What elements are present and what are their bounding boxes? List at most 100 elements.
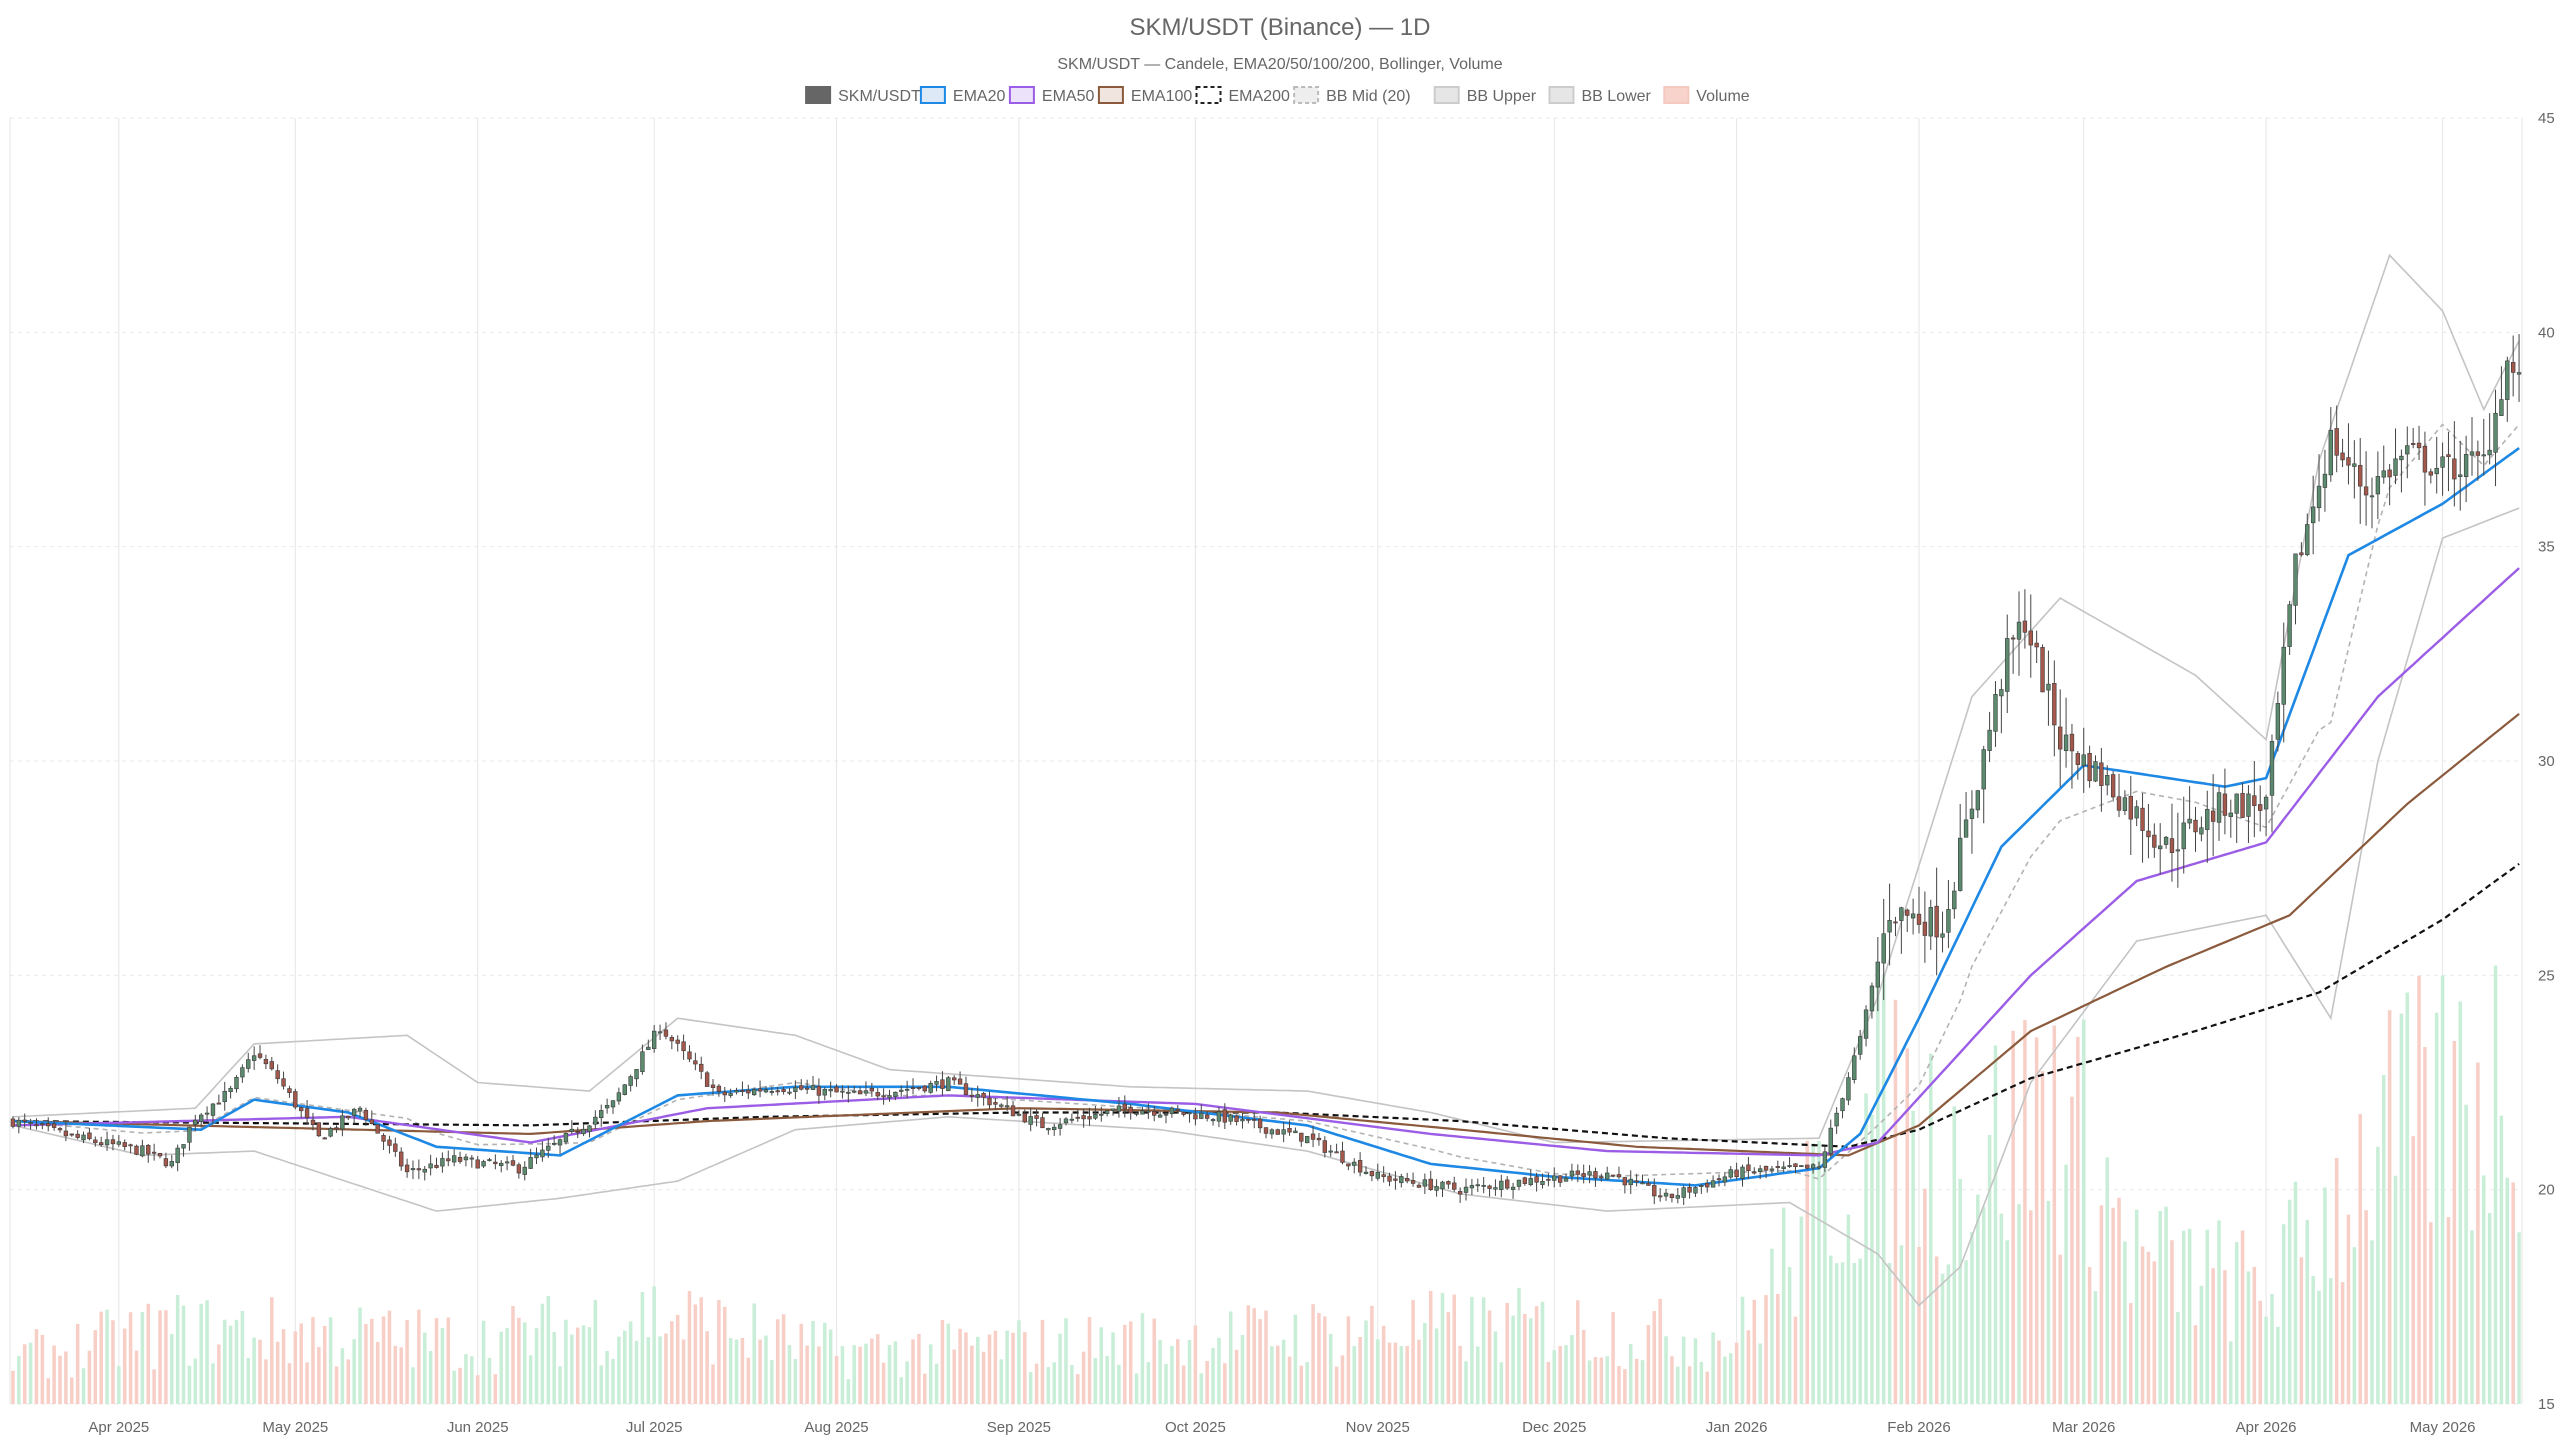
candle-body: [399, 1151, 404, 1167]
candle-body: [1299, 1132, 1304, 1142]
candle: [2499, 366, 2504, 416]
legend-item-8[interactable]: Volume: [1663, 86, 1750, 105]
volume-bar: [2064, 1164, 2068, 1404]
candle: [204, 1106, 210, 1121]
volume-bar: [634, 1340, 639, 1404]
candle-body: [734, 1090, 739, 1093]
volume-bar: [2293, 1181, 2298, 1404]
candle-body: [922, 1085, 927, 1092]
volume-bar: [1217, 1337, 1221, 1404]
legend-label: Volume: [1696, 88, 1749, 105]
candle-body: [1893, 921, 1898, 924]
candle-body: [2028, 630, 2033, 646]
candle: [328, 1126, 333, 1138]
candle-body: [1405, 1178, 1410, 1182]
candle-body: [1987, 729, 1992, 751]
candle: [1475, 1178, 1480, 1192]
volume-bar: [1823, 1165, 1827, 1404]
candle: [1446, 1180, 1451, 1189]
candle-body: [1746, 1164, 1751, 1171]
volume-bar: [1105, 1356, 1109, 1404]
volume-bar: [2076, 1036, 2080, 1404]
legend-swatch: [1293, 86, 1320, 104]
candle: [104, 1131, 110, 1151]
candle-body: [10, 1118, 16, 1127]
volume-bar: [1323, 1316, 1327, 1404]
candle-body: [2381, 470, 2386, 478]
candle: [2187, 786, 2192, 830]
candle-body: [1057, 1124, 1063, 1129]
candle-body: [1263, 1127, 1269, 1134]
volume-bar: [875, 1334, 880, 1404]
candle: [69, 1133, 74, 1137]
candle: [1275, 1128, 1280, 1135]
candle-body: [1457, 1191, 1463, 1195]
candle-body: [716, 1085, 722, 1092]
volume-bar: [1364, 1320, 1368, 1404]
volume-bar: [1417, 1339, 1421, 1404]
candle: [946, 1075, 951, 1092]
candle-body: [1646, 1182, 1651, 1186]
candle-body: [699, 1063, 704, 1072]
candle-body: [1357, 1160, 1363, 1173]
volume-bar: [17, 1356, 21, 1404]
candle-body: [2110, 774, 2116, 798]
legend-item-6[interactable]: BB Upper: [1433, 86, 1537, 105]
candle: [1634, 1173, 1639, 1187]
candle-body: [1587, 1171, 1592, 1176]
candle-body: [1593, 1171, 1598, 1179]
candle: [1828, 1119, 1833, 1158]
legend-label: BB Mid (20): [1326, 88, 1410, 105]
candle-body: [2346, 457, 2351, 466]
volume-bar: [1758, 1343, 1762, 1404]
volume-bar: [1828, 1255, 1833, 1404]
candle-body: [293, 1091, 298, 1108]
candle: [2310, 475, 2316, 555]
candle: [2393, 428, 2398, 485]
candle-body: [51, 1123, 57, 1128]
bb-lower-line: [12, 507, 2520, 1307]
candle: [2469, 417, 2475, 476]
candle: [1734, 1162, 1739, 1180]
candle-body: [822, 1088, 827, 1096]
volume-bar: [746, 1357, 751, 1404]
candle-body: [2128, 796, 2133, 820]
volume-bar: [1311, 1304, 1315, 1404]
legend-item-1[interactable]: EMA20: [919, 86, 1006, 105]
legend-item-3[interactable]: EMA100: [1097, 86, 1192, 105]
candle-body: [151, 1151, 157, 1154]
candle-body: [263, 1059, 269, 1065]
candle: [2293, 553, 2298, 625]
candle: [2152, 823, 2157, 858]
candle-body: [710, 1084, 716, 1088]
candle-body: [1616, 1174, 1622, 1178]
candle: [1534, 1172, 1539, 1192]
candle: [1228, 1113, 1233, 1125]
volume-bar: [458, 1367, 462, 1404]
legend-item-4[interactable]: EMA200: [1195, 86, 1290, 105]
volume-bar: [1881, 974, 1886, 1404]
volume-bar: [781, 1314, 786, 1404]
legend-item-2[interactable]: EMA50: [1008, 86, 1095, 105]
candle: [1028, 1107, 1033, 1132]
candle-body: [2034, 642, 2039, 648]
candle-body: [140, 1145, 145, 1157]
candle-body: [1993, 694, 1998, 732]
volume-bar: [75, 1323, 80, 1404]
candle-body: [1287, 1128, 1292, 1133]
candle-body: [1399, 1176, 1404, 1184]
legend-item-5[interactable]: BB Mid (20): [1293, 86, 1411, 105]
volume-bar: [2452, 1040, 2457, 1404]
candle: [2516, 334, 2522, 402]
volume-bar: [1281, 1339, 1286, 1404]
volume-bar: [581, 1325, 586, 1404]
volume-bar: [140, 1312, 145, 1404]
candle: [981, 1091, 986, 1106]
legend-item-0[interactable]: SKM/USDT: [805, 86, 921, 105]
candle: [1487, 1184, 1492, 1197]
volume-bar: [1399, 1346, 1404, 1404]
candle-body: [2428, 471, 2433, 476]
candle: [746, 1084, 751, 1100]
volume-bar: [611, 1358, 615, 1404]
legend-item-7[interactable]: BB Lower: [1548, 86, 1652, 105]
